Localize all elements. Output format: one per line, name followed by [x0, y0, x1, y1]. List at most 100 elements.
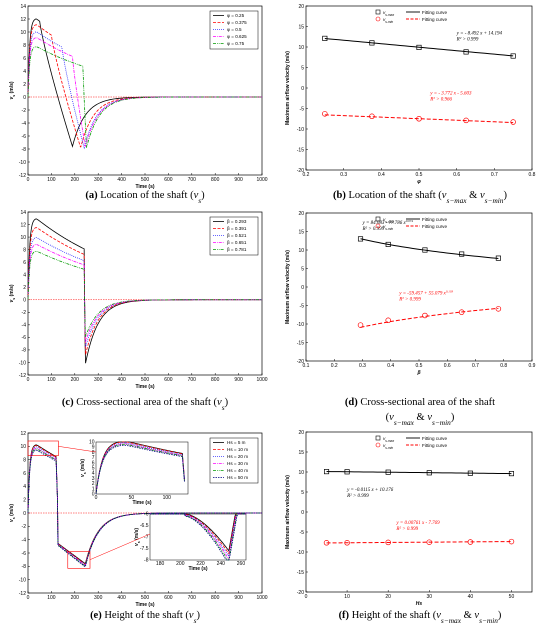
caption-letter: (c) [62, 397, 76, 408]
caption-mid: & [414, 412, 427, 423]
caption-text: Cross-sectional area of the shaft ( [76, 397, 217, 408]
point-max-2 [385, 469, 391, 475]
x-tick-label: 400 [117, 177, 126, 183]
y-tick-label: 10 [298, 470, 304, 476]
x-tick-label: 900 [234, 377, 243, 383]
fit-line-0 [326, 471, 512, 475]
y-tick-label: -2 [22, 310, 27, 316]
y-tick-label: 20 [298, 430, 304, 436]
x-tick-label: 100 [47, 377, 56, 383]
x-tick-label: 300 [94, 595, 103, 601]
chart-d: 0.1 0.2 0.3 0.4 0.5 0.6 0.7 0.8 0.9 -20 -15 -10 -5 0 5… [285, 211, 536, 376]
caption-mid: & [461, 610, 474, 621]
x-tick-label: 50 [509, 594, 515, 600]
x-tick-label: 800 [211, 377, 220, 383]
legend-entry-4: φ = 0.75 [227, 41, 245, 46]
x-tick-label: 900 [234, 595, 243, 601]
inset-y-tick: 0 [92, 492, 95, 498]
chart-e: 0 100 200 300 400 500 600 700 800 900 1000-12-10-8… [9, 431, 268, 608]
series-line-2 [27, 237, 262, 348]
legend-entry-0-sym: v [383, 10, 386, 15]
inset-y-tick: 5 [92, 466, 95, 472]
y-axis-label: Maximum airflow velocity (m/s) [285, 250, 291, 324]
x-tick-label: 800 [211, 177, 220, 183]
inset-y-sub: s [137, 541, 141, 543]
point-min-4 [510, 119, 516, 125]
inset-frame [95, 441, 189, 495]
plot-frame [305, 5, 533, 171]
legend-entry-1-sym: v [383, 224, 386, 229]
inset-series-2 [95, 442, 185, 495]
y-axis-label: vs (m/s) [9, 284, 16, 302]
x-tick-label: 500 [141, 177, 150, 183]
y-tick-label: 20 [298, 4, 304, 10]
inset-x-label: Time (s) [188, 566, 207, 572]
inset-series-5 [95, 444, 185, 495]
legend-entry-5: Hs = 50 m [227, 475, 248, 480]
x-tick-label: 200 [71, 177, 80, 183]
x-tick-label: 300 [94, 177, 103, 183]
inset-y-tick: 10 [89, 440, 95, 446]
point-min-2 [416, 115, 422, 122]
y-tick-label: 10 [20, 30, 26, 36]
y-tick-label: 12 [20, 222, 26, 228]
x-tick-label: 600 [164, 595, 173, 601]
point-min-4 [467, 539, 474, 545]
caption-e: (e) Height of the shaft (vs) [90, 610, 200, 625]
inset-y-tick: -6.5 [140, 523, 149, 529]
caption-letter: (f) [339, 610, 352, 621]
caption-close: ) [503, 190, 507, 201]
y-axis-sym: v [9, 299, 15, 303]
legend-entry-1-sub: s-min [385, 227, 393, 231]
fit-equation-text: y = - 8.492 x + 14.194 [456, 32, 503, 37]
legend-entry-4: Hs = 40 m [227, 468, 248, 473]
point-min-0 [322, 111, 328, 117]
caption-d-line2: (vs−max & vs−min) [386, 412, 455, 427]
y-axis-sym: v [9, 518, 15, 522]
y-tick-label: 15 [298, 24, 304, 30]
legend-entry-1: vs-min [383, 224, 393, 231]
y-tick-label: 5 [301, 490, 304, 496]
inset-x-tick: 200 [176, 561, 185, 567]
x-tick-label: 500 [141, 595, 150, 601]
legend-fit-0: Fitting curve [422, 10, 447, 15]
x-tick-label: 40 [468, 594, 474, 600]
point-max-2 [416, 44, 422, 50]
caption-sym: v [436, 610, 441, 621]
legend-entry-0-sub: s-max [385, 220, 394, 224]
y-tick-label: 15 [298, 229, 304, 235]
y-tick-label: -4 [22, 121, 27, 127]
y-tick-label: -10 [19, 160, 26, 166]
caption-letter: (a) [85, 190, 100, 201]
y-axis-sub: s [12, 95, 16, 97]
legend-marker-1 [375, 223, 381, 229]
y-tick-label: -2 [22, 524, 27, 530]
x-tick-label: 0 [305, 594, 308, 600]
x-tick-label: 0.8 [529, 172, 536, 178]
inset-x-tick: 220 [196, 561, 205, 567]
caption-mid: & [467, 190, 480, 201]
fit-equation-text: y = - 3.772 x - 5.603 [429, 92, 472, 97]
legend-entry-0: β = 0.293 [227, 219, 247, 224]
fit-line-1 [324, 114, 514, 124]
x-tick-label: 10 [344, 594, 350, 600]
caption-sub2: s−min [479, 616, 498, 625]
fit-equation-0: y = -0.0115 x + 10.176 [346, 488, 394, 493]
legend-entry-1: Hs = 10 m [227, 447, 248, 452]
legend-box [209, 10, 259, 50]
legend-entry-4: β = 0.781 [227, 247, 247, 252]
x-tick-label: 200 [71, 377, 80, 383]
x-tick-label: 0.6 [444, 363, 451, 369]
x-tick-label: 400 [117, 595, 126, 601]
fit-r2-0: R² > 0.999 [456, 37, 479, 43]
y-tick-label: 10 [20, 444, 26, 450]
y-tick-label: 0 [23, 298, 26, 304]
inset-y-tick: -6 [144, 512, 149, 518]
fit-equation-0: y = 84.083 - 77.786 x0.074 [362, 219, 414, 226]
caption-close: ) [225, 397, 229, 408]
y-tick-label: -2 [22, 108, 27, 114]
y-tick-label: 2 [23, 497, 26, 503]
y-tick-label: 8 [23, 43, 26, 49]
caption-open: ( [386, 412, 390, 423]
point-min-2 [385, 539, 391, 546]
